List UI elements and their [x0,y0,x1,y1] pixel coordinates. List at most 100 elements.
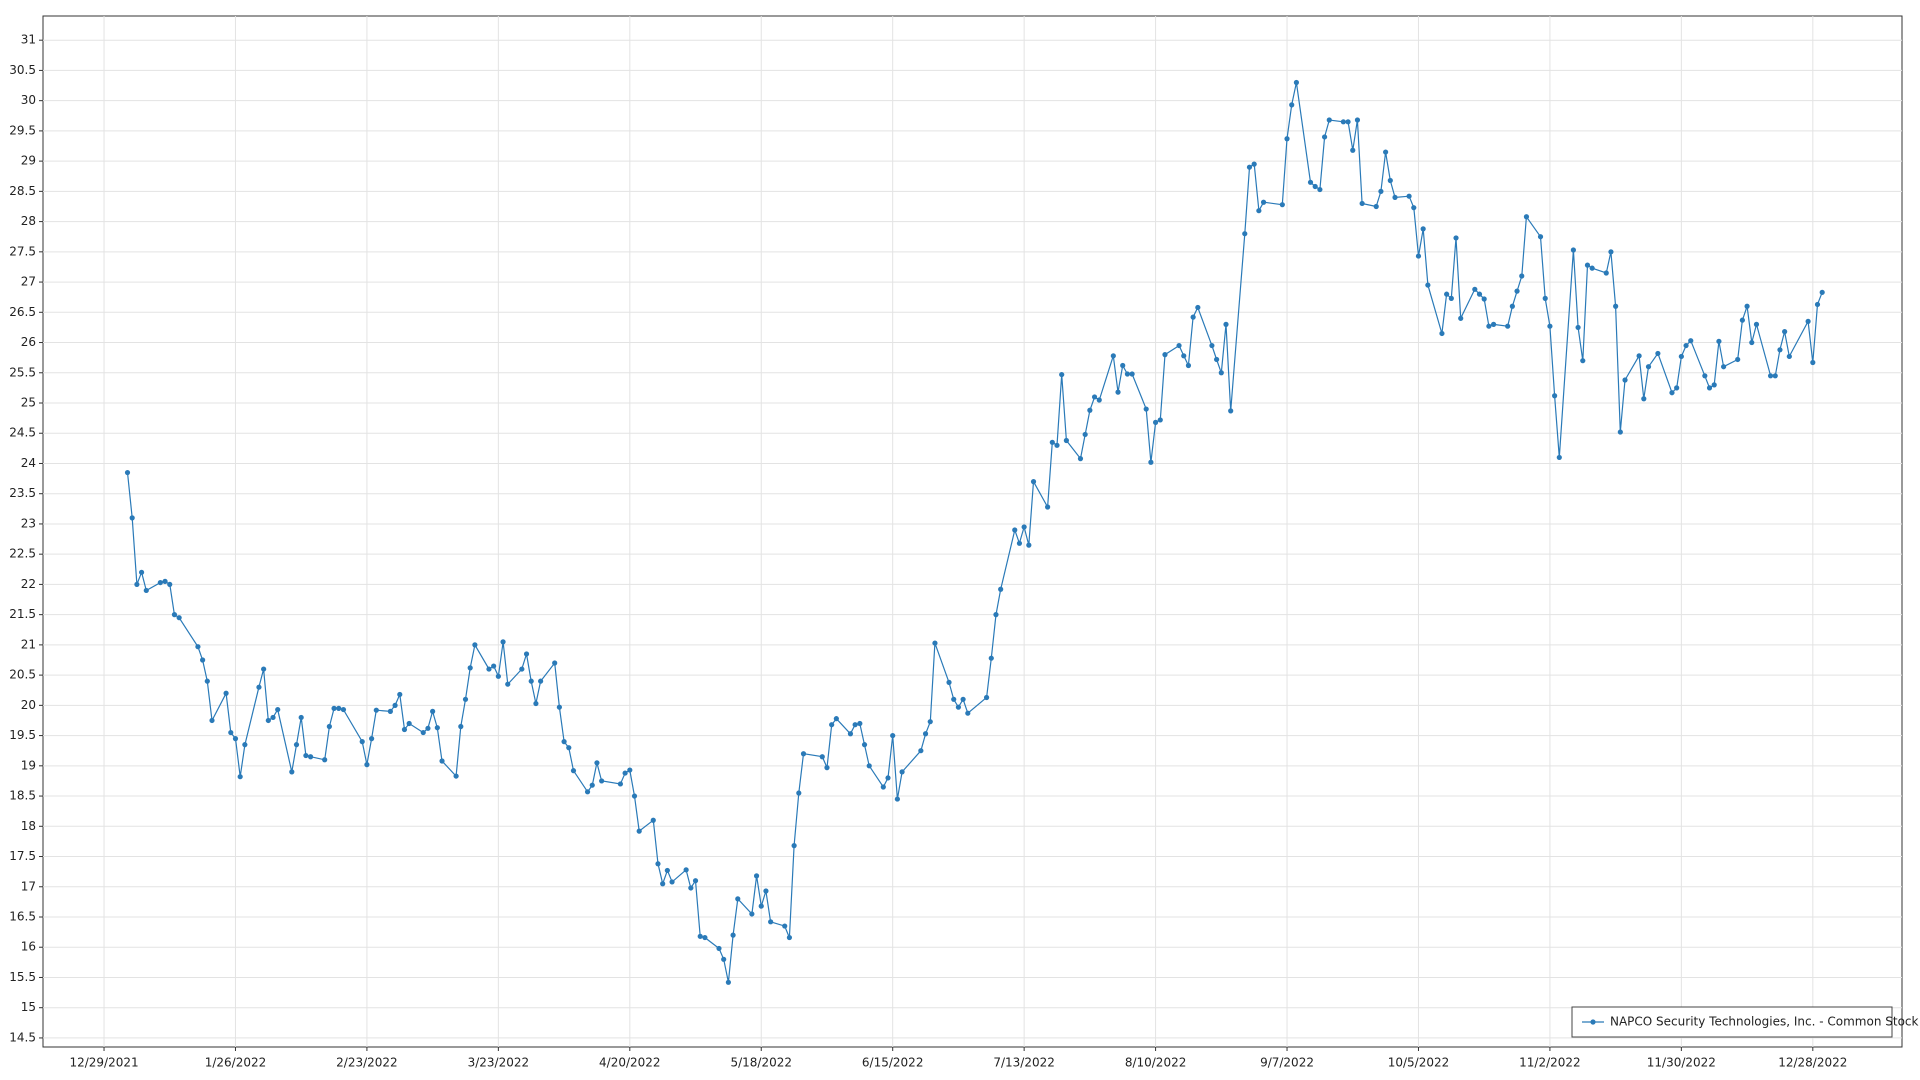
point [1570,247,1576,253]
point [1373,203,1379,210]
point [1753,321,1760,327]
point [373,707,379,713]
point [242,742,248,748]
y-tick-label: 24 [21,456,36,470]
point [922,731,929,737]
point [387,708,393,714]
point [307,754,314,760]
point [1575,324,1581,331]
point [1260,199,1267,205]
point [359,739,365,745]
point [453,773,459,779]
point [209,717,215,724]
point [1392,194,1398,201]
y-tick-label: 18.5 [9,789,36,803]
x-tick-label: 3/23/2022 [468,1056,530,1070]
point [993,612,999,618]
point [1378,188,1384,194]
y-tick-label: 15.5 [9,970,36,984]
point [1406,193,1412,199]
point [1810,359,1816,366]
point [664,867,670,874]
y-tick-label: 19.5 [9,728,36,742]
point [1340,119,1346,125]
point [270,714,276,721]
point [1026,542,1032,548]
point [1486,323,1492,329]
x-tick-label: 11/30/2022 [1647,1056,1716,1070]
point [1739,317,1745,323]
point [899,769,905,775]
point [791,843,797,849]
point [1326,117,1332,123]
point [1293,79,1300,86]
point [561,739,567,745]
point [1580,358,1586,364]
point [1251,161,1257,167]
point [566,745,572,751]
point [655,861,661,867]
point [730,932,736,938]
y-tick-label: 14.5 [9,1030,36,1044]
point [1054,442,1060,448]
point [1317,186,1323,193]
x-tick-label: 11/2/2022 [1519,1056,1581,1070]
point [1608,249,1614,255]
y-tick-label: 30 [21,93,36,107]
point [472,642,478,648]
point [1420,226,1426,232]
point [138,569,145,575]
point [167,581,173,588]
point [134,581,140,588]
point [1514,288,1520,294]
point [1490,321,1497,327]
point [1077,456,1084,462]
y-tick-label: 31 [21,33,36,47]
point [782,923,788,929]
y-tick-label: 28 [21,214,36,228]
point [430,708,436,714]
point [1415,253,1422,259]
point [1749,339,1755,346]
point [256,684,262,690]
point [753,873,760,879]
point [171,612,178,618]
point [584,789,591,795]
point [1120,362,1126,369]
point [1021,524,1027,530]
point [289,769,295,775]
point [1162,352,1168,358]
plot-area [42,15,1903,1048]
point [852,722,858,728]
point [1552,393,1558,399]
grid [43,16,1902,1047]
point [519,666,525,672]
point [265,717,271,724]
point [617,781,624,787]
point [918,748,924,754]
y-tick-label: 28.5 [9,184,36,198]
point [702,934,708,941]
point [627,767,633,773]
point [1721,364,1727,370]
point [298,714,304,721]
point [589,782,595,788]
point [401,726,408,733]
point [1321,134,1328,140]
point [1059,371,1065,378]
point [650,817,656,823]
point [1185,362,1192,369]
point [1129,371,1135,377]
point [1453,235,1459,241]
point [1157,417,1163,423]
point [721,956,727,962]
point [237,774,243,780]
point [725,979,731,985]
point [434,725,440,731]
point [1782,329,1788,335]
point [1143,406,1149,412]
point [697,933,703,939]
point [829,722,835,728]
point [763,888,769,894]
point [1115,389,1121,395]
